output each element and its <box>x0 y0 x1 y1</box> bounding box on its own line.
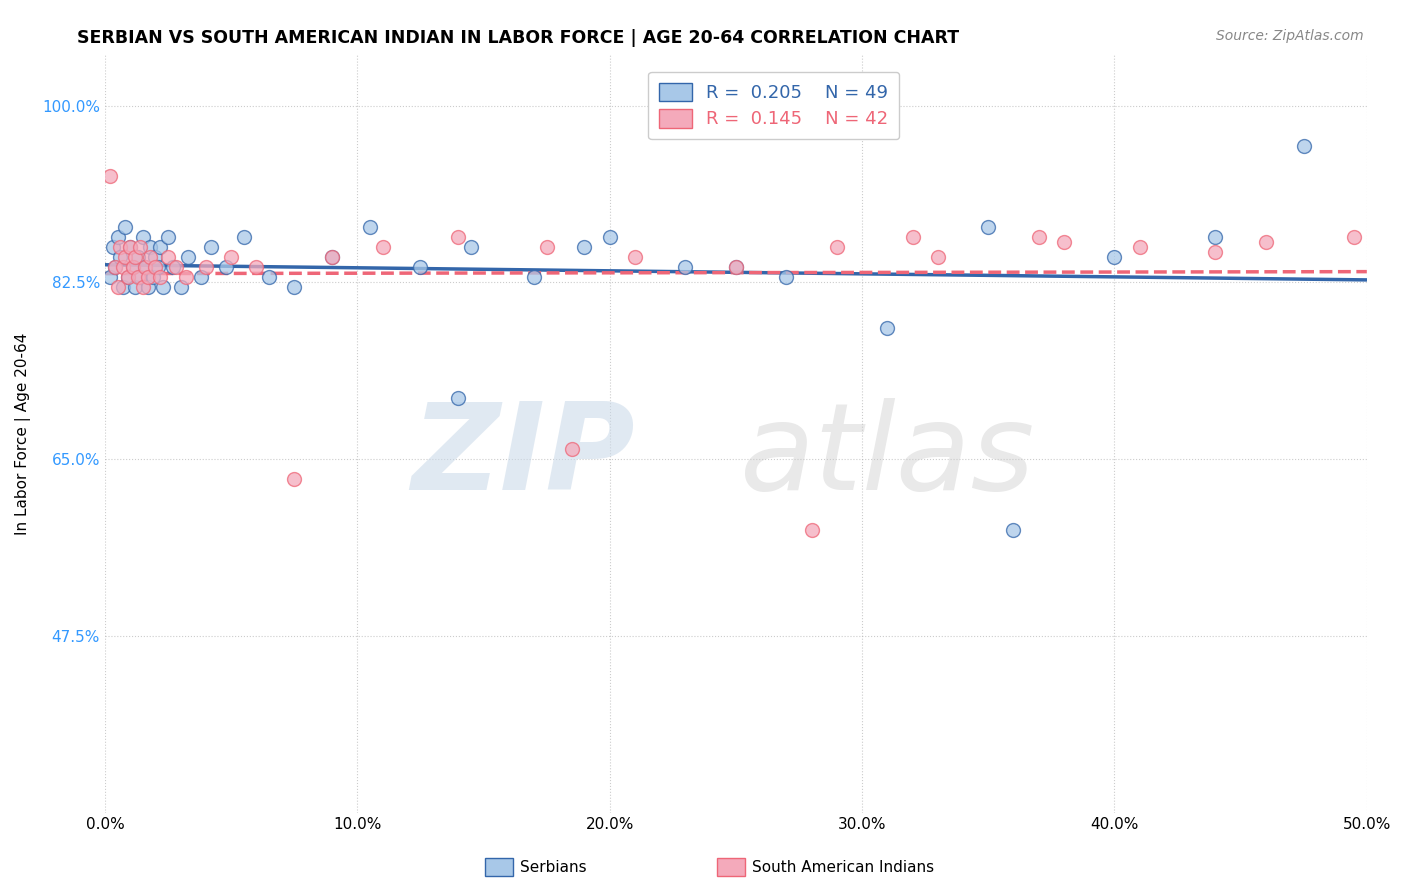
Point <box>104 260 127 275</box>
Point <box>876 320 898 334</box>
Point <box>1292 139 1315 153</box>
Point <box>108 240 131 254</box>
Point <box>219 250 242 264</box>
Point <box>1129 240 1152 254</box>
Point <box>523 270 546 285</box>
Point <box>1104 250 1126 264</box>
Point <box>162 260 184 275</box>
Point <box>901 230 924 244</box>
Text: SERBIAN VS SOUTH AMERICAN INDIAN IN LABOR FORCE | AGE 20-64 CORRELATION CHART: SERBIAN VS SOUTH AMERICAN INDIAN IN LABO… <box>77 29 959 46</box>
Point <box>599 230 621 244</box>
Point <box>321 250 343 264</box>
Point <box>98 169 121 184</box>
Point <box>194 260 217 275</box>
Point <box>977 219 1000 234</box>
Point <box>132 280 155 294</box>
Point <box>927 250 949 264</box>
Point <box>200 240 222 254</box>
Point <box>800 523 823 537</box>
Point <box>165 260 187 275</box>
Point <box>136 280 159 294</box>
Point <box>574 240 596 254</box>
Point <box>132 230 155 244</box>
Point <box>1254 235 1277 249</box>
Point <box>121 260 143 275</box>
Point <box>142 270 165 285</box>
Point <box>1028 230 1050 244</box>
Point <box>460 240 482 254</box>
Text: South American Indians: South American Indians <box>752 861 935 875</box>
Point <box>149 270 172 285</box>
Point <box>724 260 747 275</box>
Point <box>98 270 121 285</box>
Y-axis label: In Labor Force | Age 20-64: In Labor Force | Age 20-64 <box>15 333 31 535</box>
Point <box>114 250 136 264</box>
Point <box>371 240 394 254</box>
Point <box>536 240 558 254</box>
Point <box>177 250 200 264</box>
Text: atlas: atlas <box>740 398 1035 515</box>
Point <box>1002 523 1025 537</box>
Point <box>174 270 197 285</box>
Text: Serbians: Serbians <box>520 861 586 875</box>
Point <box>120 240 142 254</box>
Point <box>127 270 149 285</box>
Point <box>321 250 343 264</box>
Point <box>409 260 432 275</box>
Text: Source: ZipAtlas.com: Source: ZipAtlas.com <box>1216 29 1364 43</box>
Point <box>673 260 696 275</box>
Point <box>1343 230 1365 244</box>
Point <box>359 219 381 234</box>
Point <box>134 260 156 275</box>
Point <box>825 240 848 254</box>
Point <box>139 240 162 254</box>
Point <box>107 230 129 244</box>
Point <box>134 260 156 275</box>
Point <box>145 250 167 264</box>
Point <box>117 270 139 285</box>
Point <box>114 219 136 234</box>
Legend: R =  0.205    N = 49, R =  0.145    N = 42: R = 0.205 N = 49, R = 0.145 N = 42 <box>648 71 898 139</box>
Point <box>120 240 142 254</box>
Point <box>257 270 280 285</box>
Point <box>129 270 152 285</box>
Point <box>152 280 174 294</box>
Point <box>104 260 127 275</box>
Point <box>107 280 129 294</box>
Point <box>124 250 146 264</box>
Point <box>157 230 180 244</box>
Point <box>283 280 305 294</box>
Point <box>1053 235 1076 249</box>
Point <box>146 260 169 275</box>
Point <box>101 240 124 254</box>
Point <box>108 250 131 264</box>
Point <box>129 240 152 254</box>
Point <box>724 260 747 275</box>
Point <box>149 240 172 254</box>
Point <box>215 260 238 275</box>
Point <box>447 230 470 244</box>
Point <box>232 230 254 244</box>
Point <box>117 270 139 285</box>
Point <box>139 250 162 264</box>
Point <box>111 280 134 294</box>
Point <box>111 260 134 275</box>
Text: ZIP: ZIP <box>411 398 636 515</box>
Point <box>1204 245 1226 260</box>
Point <box>121 260 143 275</box>
Point <box>190 270 212 285</box>
Point <box>447 392 470 406</box>
Point <box>775 270 797 285</box>
Point <box>157 250 180 264</box>
Point <box>1204 230 1226 244</box>
Point <box>561 442 583 456</box>
Point <box>245 260 267 275</box>
Point <box>170 280 193 294</box>
Point <box>127 250 149 264</box>
Point <box>136 270 159 285</box>
Point <box>145 260 167 275</box>
Point <box>124 280 146 294</box>
Point <box>283 472 305 486</box>
Point <box>624 250 647 264</box>
